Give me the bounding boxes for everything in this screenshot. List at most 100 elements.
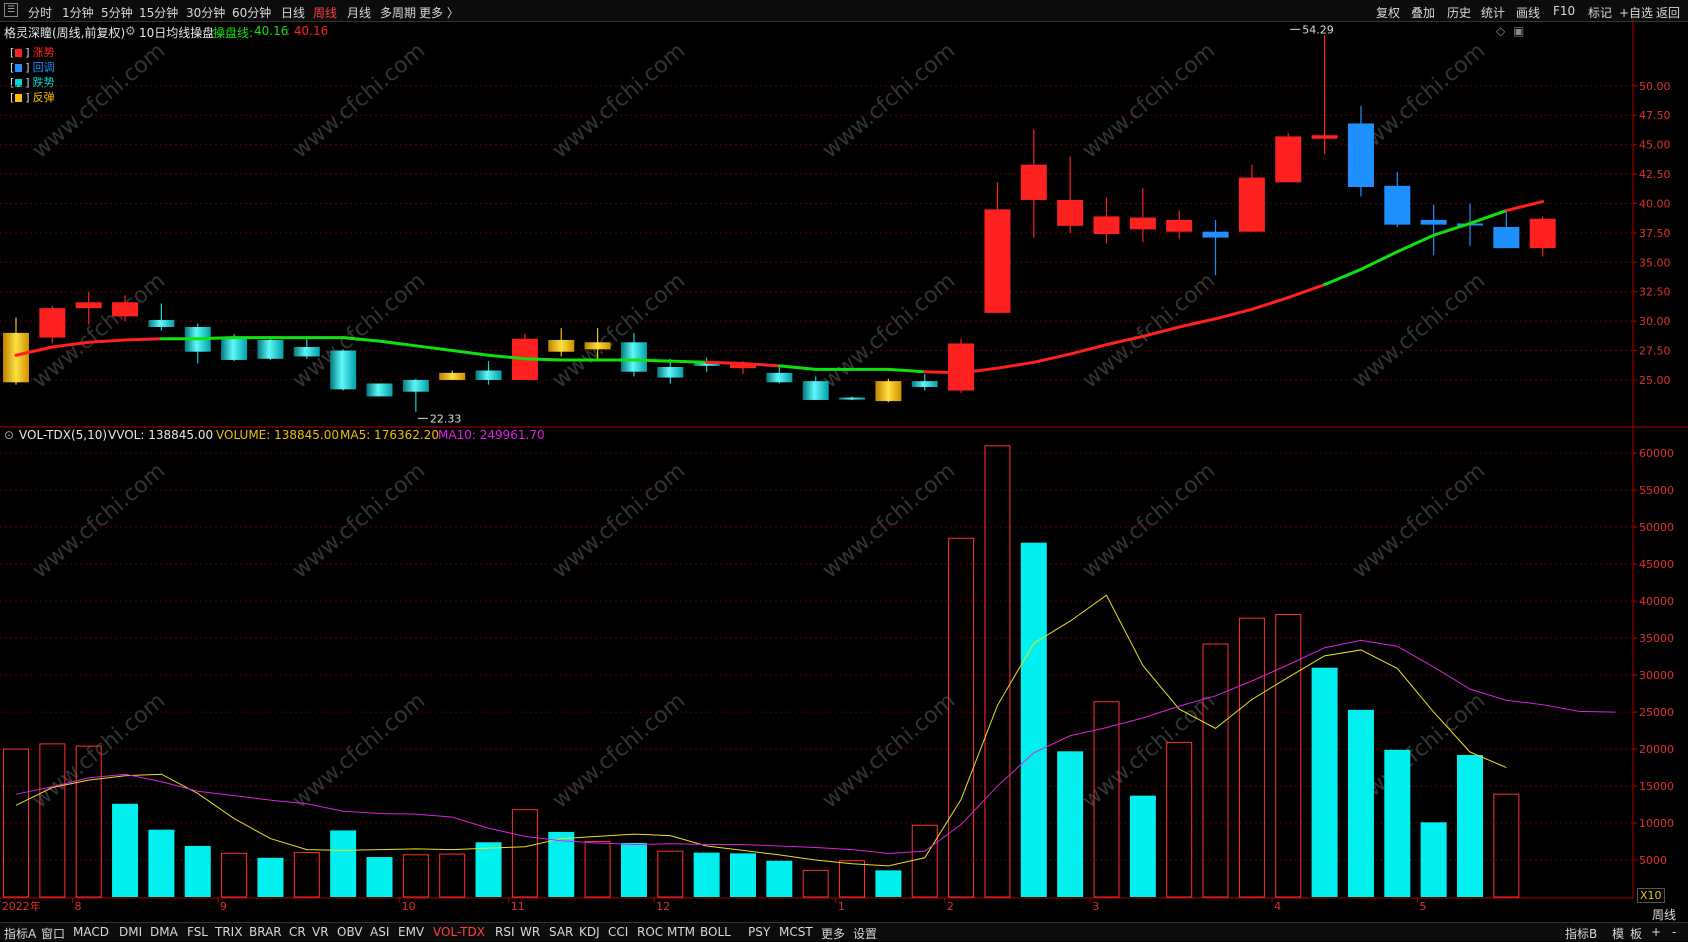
legend-label: 跌势	[32, 76, 55, 89]
indicator-tab[interactable]: WR	[520, 925, 541, 939]
indicator-tab[interactable]: BOLL	[700, 925, 731, 939]
indicator-tab[interactable]: MACD	[73, 925, 109, 939]
watermark: www.cfchi.com	[1078, 688, 1220, 813]
toolbar-item[interactable]: 30分钟	[186, 6, 226, 20]
indicator-tab[interactable]: DMA	[150, 925, 178, 939]
toolbar-item[interactable]: 日线	[281, 6, 306, 20]
candle-body	[693, 362, 720, 366]
price-annotation: 22.33	[430, 412, 462, 425]
toolbar-item[interactable]: 分时	[28, 6, 53, 20]
trend-line-segment	[523, 357, 563, 362]
price-tick-label: 37.50	[1639, 227, 1671, 240]
toolbar-item[interactable]: 1分钟	[62, 6, 94, 20]
candle-body	[911, 381, 938, 387]
trend-line-segment	[1432, 221, 1472, 237]
candle-body	[1129, 217, 1156, 230]
trend-line-segment	[1323, 267, 1363, 287]
watermark: www.cfchi.com	[288, 268, 430, 393]
volume-bar	[730, 853, 756, 897]
indicator-tab[interactable]: RSI	[495, 925, 515, 939]
volume-bar	[693, 852, 720, 897]
diamond-icon[interactable]: ◇	[1496, 24, 1506, 38]
volume-bar	[657, 850, 684, 898]
toolbar-right-item[interactable]: 叠加	[1411, 6, 1436, 20]
candle-body	[1384, 185, 1411, 225]
toolbar-right-item[interactable]: 返回	[1656, 6, 1681, 20]
trend-line-segment	[886, 367, 927, 374]
toolbar-item[interactable]: 周线	[313, 6, 338, 20]
indicator-tab[interactable]: DMI	[119, 925, 143, 939]
volume-bar	[948, 537, 975, 898]
line-value: 40.16	[254, 24, 289, 38]
toolbar-item[interactable]: 60分钟	[232, 6, 272, 20]
legend-label: 涨势	[32, 46, 55, 59]
indicator-tab[interactable]: TRIX	[215, 925, 243, 939]
indicator-tab[interactable]: FSL	[187, 925, 208, 939]
toolbar-item[interactable]: 更多 〉	[419, 6, 459, 20]
indicator-tab[interactable]: 窗口	[41, 927, 66, 941]
line-value-2: : 40.16	[286, 24, 329, 38]
menu-icon[interactable]: ☰	[4, 3, 18, 17]
toolbar-right-item[interactable]: 统计	[1481, 6, 1506, 20]
indicator-tab[interactable]: VR	[312, 925, 329, 939]
window-icon[interactable]: ▣	[1513, 24, 1525, 38]
indicator-tab[interactable]: KDJ	[579, 925, 600, 939]
candle-body	[3, 332, 29, 383]
indicator-tab[interactable]: 指标A	[4, 927, 37, 941]
toolbar-item[interactable]: 月线	[347, 6, 372, 20]
trend-line-segment	[1032, 352, 1072, 364]
candle-body	[1529, 218, 1556, 249]
candle-body	[148, 319, 175, 327]
toolbar-right-item[interactable]: 历史	[1447, 6, 1472, 20]
indicator-tab[interactable]: BRAR	[249, 925, 282, 939]
indicator-tab[interactable]: 更多	[821, 927, 846, 941]
indicator-tab[interactable]: CCI	[608, 925, 629, 939]
toolbar-right-item[interactable]: 标记	[1588, 6, 1613, 20]
indicator-tab[interactable]: OBV	[337, 925, 363, 939]
toolbar-item[interactable]: 多周期	[380, 6, 417, 20]
indicator-right-item[interactable]: 板	[1630, 927, 1643, 941]
vol-collapse-icon[interactable]: ⊙	[4, 428, 15, 442]
trend-line-segment	[959, 366, 999, 375]
volume-bar	[402, 854, 429, 898]
indicator-right-item[interactable]: +	[1651, 925, 1662, 939]
candle-body	[584, 342, 611, 350]
toolbar-right-item[interactable]: 复权	[1376, 6, 1401, 20]
candle-body	[75, 302, 102, 309]
indicator-tab[interactable]: ASI	[370, 925, 390, 939]
indicator-tab[interactable]: PSY	[748, 925, 771, 939]
indicator-right-item[interactable]: 指标B	[1565, 927, 1598, 941]
indicator-tab[interactable]: MCST	[779, 925, 813, 939]
trend-line-segment	[414, 344, 454, 353]
trend-line-segment	[1250, 296, 1290, 311]
trend-line-segment	[1286, 283, 1327, 300]
volume-bar	[75, 745, 102, 898]
x-tick-label: 5	[1419, 900, 1426, 913]
vvol-value: VVOL: 138845.00	[108, 428, 214, 442]
trend-line-segment	[487, 353, 527, 361]
indicator-tab[interactable]: MTM	[667, 925, 696, 939]
indicator-tab[interactable]: ROC	[637, 925, 664, 939]
toolbar-item[interactable]: 5分钟	[101, 6, 133, 20]
indicator-right-item[interactable]: -	[1672, 925, 1677, 939]
volume-tick-label: 50000	[1639, 521, 1674, 534]
indicator-tab[interactable]: VOL-TDX	[433, 925, 485, 939]
indicator-right-item[interactable]: 模	[1612, 927, 1625, 941]
indicator-tab[interactable]: SAR	[549, 925, 574, 939]
watermark: www.cfchi.com	[1348, 268, 1490, 393]
volume-bar	[1238, 617, 1265, 898]
price-annotation: 54.29	[1302, 23, 1334, 36]
x-tick-label: 11	[511, 900, 525, 913]
indicator-tab[interactable]: EMV	[398, 925, 425, 939]
settings-icon[interactable]: ⚙	[125, 24, 136, 38]
volume-bar	[3, 748, 29, 898]
indicator-tab[interactable]: 设置	[853, 927, 878, 941]
toolbar-right-item[interactable]: +自选	[1619, 6, 1654, 20]
toolbar-right-item[interactable]: 画线	[1516, 6, 1541, 20]
toolbar-item[interactable]: 15分钟	[139, 6, 179, 20]
price-volume-chart[interactable]: 50.00 47.50 45.00 42.50 40.00 37.50 35.00 32.50…	[0, 19, 1688, 922]
volume-bar	[1311, 667, 1338, 897]
toolbar-right-item[interactable]: F10	[1553, 4, 1576, 18]
indicator-tab[interactable]: CR	[289, 925, 306, 939]
trend-line-segment	[1395, 233, 1436, 254]
